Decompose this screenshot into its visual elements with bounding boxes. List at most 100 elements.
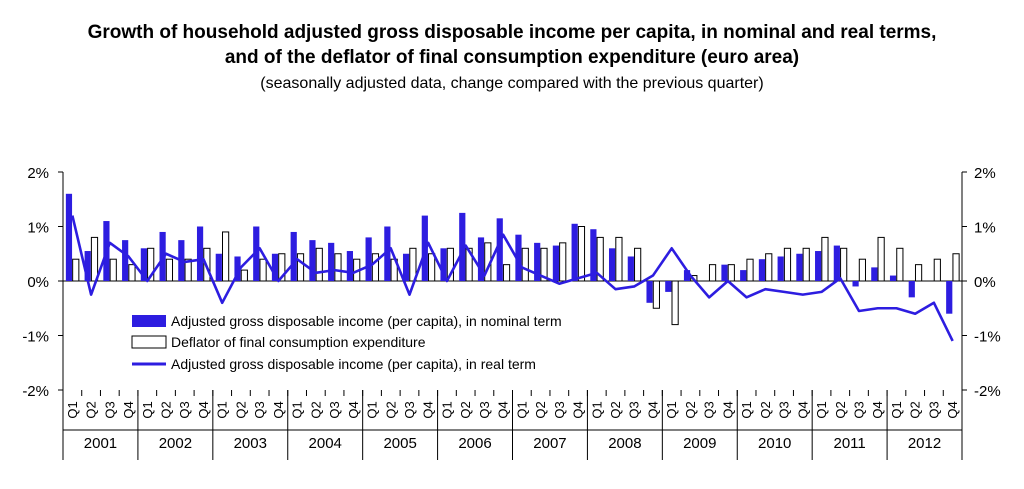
- bar-deflator: [634, 247, 642, 282]
- chart-title-line-1: Growth of household adjusted gross dispo…: [87, 22, 937, 43]
- bar-deflator: [802, 247, 810, 282]
- quarter-label: Q4: [271, 401, 286, 418]
- legend-swatch-deflator: [131, 335, 167, 349]
- y-tick-label-right: 0%: [974, 274, 996, 291]
- legend-label-nominal: Adjusted gross disposable income (per ca…: [171, 313, 562, 329]
- quarter-label: Q1: [889, 401, 904, 418]
- quarter-label: Q2: [383, 401, 398, 418]
- year-label: 2004: [309, 435, 342, 452]
- quarter-label: Q4: [421, 401, 436, 418]
- bar-nominal: [534, 242, 541, 281]
- bar-nominal: [683, 270, 691, 281]
- quarter-label: Q3: [402, 401, 417, 418]
- bar-deflator: [952, 253, 960, 282]
- chart-subtitle: (seasonally adjusted data, change compar…: [260, 75, 764, 92]
- bar-deflator: [184, 258, 192, 282]
- quarter-label: Q4: [945, 401, 960, 418]
- quarter-label: Q3: [327, 401, 342, 418]
- y-tick-label-right: 2%: [974, 165, 996, 182]
- bar-deflator: [596, 236, 604, 282]
- quarter-label: Q4: [196, 401, 211, 418]
- quarter-label: Q3: [627, 401, 642, 418]
- year-label: 2002: [159, 435, 192, 452]
- bar-deflator: [746, 258, 754, 282]
- series-line-real: [71, 215, 954, 342]
- quarter-label: Q2: [84, 401, 99, 418]
- quarter-label: Q1: [589, 401, 604, 418]
- bar-deflator: [465, 247, 473, 282]
- quarter-label: Q4: [346, 401, 361, 418]
- quarter-label: Q3: [777, 401, 792, 418]
- year-label: 2001: [84, 435, 117, 452]
- bar-nominal: [552, 245, 560, 281]
- bar-deflator: [72, 258, 80, 282]
- bar-deflator: [446, 247, 454, 282]
- bar-deflator: [502, 264, 511, 282]
- bar-nominal: [122, 240, 129, 282]
- bar-deflator: [783, 247, 792, 282]
- bar-nominal: [365, 237, 372, 281]
- bar-nominal: [871, 267, 878, 282]
- bar-deflator: [671, 280, 679, 326]
- legend-label-real: Adjusted gross disposable income (per ca…: [171, 356, 536, 372]
- bar-deflator: [371, 253, 380, 282]
- y-tick-label-right: -2%: [974, 383, 1001, 400]
- bar-nominal: [234, 256, 241, 282]
- year-label: 2011: [833, 435, 865, 452]
- legend-label-deflator: Deflator of final consumption expenditur…: [171, 334, 426, 350]
- bar-deflator: [109, 258, 117, 282]
- axes: 2% 2%1% 1%0% 0%-1% -1%-2% -2%Q1 Q2 Q3 Q4 Q1 Q2 Q3 Q4…: [22, 165, 1001, 460]
- quarter-label: Q1: [664, 401, 679, 418]
- bar-deflator: [409, 247, 417, 282]
- quarter-label: Q1: [215, 401, 230, 418]
- bar-deflator: [877, 236, 885, 282]
- bar-nominal: [290, 231, 297, 281]
- quarter-label: Q4: [496, 401, 511, 418]
- bar-deflator: [821, 236, 829, 282]
- bar-deflator: [540, 247, 548, 282]
- quarter-label: Q1: [739, 401, 754, 418]
- bar-nominal: [609, 248, 616, 281]
- bar-nominal: [253, 226, 260, 281]
- quarter-label: Q1: [365, 401, 380, 418]
- year-label: 2005: [383, 435, 416, 452]
- quarter-label: Q1: [65, 401, 80, 418]
- quarter-label: Q4: [121, 401, 136, 418]
- bar-nominal: [215, 253, 222, 281]
- quarter-label: Q2: [758, 401, 773, 418]
- bar-nominal: [346, 251, 353, 282]
- bar-nominal: [571, 223, 578, 282]
- quarter-label: Q1: [290, 401, 305, 418]
- quarter-label: Q4: [795, 401, 810, 418]
- quarter-label: Q4: [571, 401, 586, 418]
- bar-deflator: [933, 258, 941, 282]
- y-tick-label-left: -1%: [22, 329, 49, 346]
- bar-deflator: [708, 264, 717, 282]
- legend: Adjusted gross disposable income (per ca…: [131, 313, 562, 372]
- y-tick-label-left: 1%: [27, 220, 49, 237]
- bar-deflator: [896, 247, 904, 282]
- quarter-label: Q2: [683, 401, 698, 418]
- bar-nominal: [665, 281, 672, 292]
- bar-nominal: [833, 245, 840, 281]
- bar-nominal: [140, 248, 147, 281]
- year-label: 2010: [758, 435, 791, 452]
- quarter-label: Q2: [908, 401, 923, 418]
- quarter-label: Q3: [926, 401, 941, 418]
- bar-deflator: [615, 236, 623, 282]
- bar-deflator: [428, 253, 436, 282]
- bar-nominal: [777, 256, 784, 282]
- quarter-label: Q2: [308, 401, 323, 418]
- bar-nominal: [740, 270, 747, 281]
- bar-nominal: [196, 226, 204, 281]
- bars: [65, 193, 960, 326]
- bar-nominal: [496, 218, 503, 281]
- bar-nominal: [815, 251, 822, 282]
- year-label: 2006: [458, 435, 491, 452]
- y-tick-label-left: 2%: [27, 165, 49, 182]
- chart-title-line-2: and of the deflator of final consumption…: [224, 47, 800, 68]
- bar-deflator: [278, 253, 286, 282]
- bar-nominal: [328, 242, 335, 281]
- legend-swatch-nominal: [132, 315, 166, 327]
